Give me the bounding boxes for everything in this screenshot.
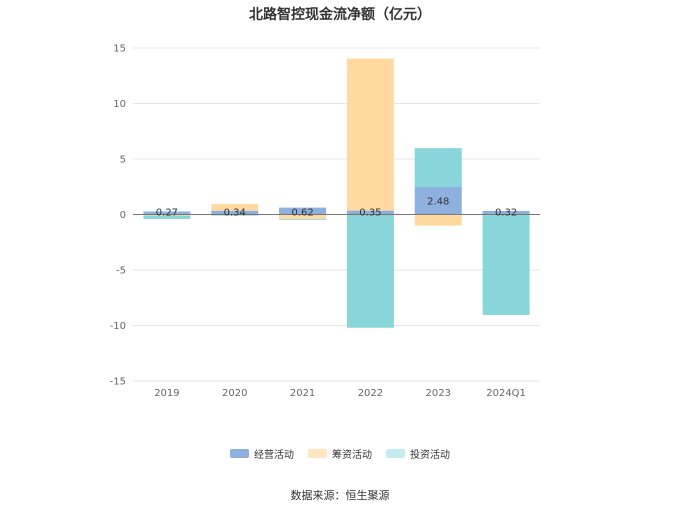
bar-investing-2024Q1[interactable]: [482, 215, 530, 315]
data-label: 2.48: [427, 197, 449, 208]
bar-operating-2020[interactable]: [211, 210, 259, 215]
bar-investing-2023[interactable]: [414, 148, 462, 187]
legend-label-financing: 筹资活动: [332, 450, 372, 461]
data-label: 0.62: [291, 208, 313, 219]
legend-label-investing: 投资活动: [410, 450, 450, 461]
x-tick-label: 2020: [222, 388, 247, 399]
data-label: 0.35: [359, 208, 381, 219]
bar-operating-2021[interactable]: [279, 207, 327, 215]
data-labels: 0.27 0.34 0.62 0.35 2.48 0.32: [156, 197, 517, 219]
data-label: 0.34: [224, 208, 246, 219]
y-tick-label: 5: [120, 155, 126, 166]
bar-investing-2021[interactable]: [279, 218, 327, 220]
bars: [143, 58, 530, 328]
bar-operating-2024Q1[interactable]: [482, 210, 530, 215]
legend-label-operating: 经营活动: [254, 450, 294, 461]
x-tick-label: 2021: [290, 388, 315, 399]
bar-operating-2023[interactable]: [414, 186, 462, 215]
y-tick-label: -5: [116, 266, 126, 277]
data-source: 数据来源：恒生聚源: [290, 489, 390, 502]
bar-financing-2019[interactable]: [143, 214, 191, 216]
y-tick-label: -15: [110, 377, 126, 388]
legend: 经营活动 筹资活动 投资活动: [0, 446, 680, 461]
chart-title: 北路智控现金流净额（亿元）: [249, 7, 431, 23]
legend-item-operating[interactable]: 经营活动: [230, 446, 294, 461]
y-tick-label: 15: [113, 44, 126, 55]
bar-financing-2021[interactable]: [279, 214, 327, 219]
x-tick-label: 2022: [358, 388, 383, 399]
bar-financing-2022[interactable]: [346, 58, 394, 211]
axes: 15 10 5 0 -5 -10 -15 2019 2020 2021 2022 2023 2024Q1: [110, 44, 540, 399]
data-label: 0.27: [156, 208, 178, 219]
x-tick-label: 2019: [154, 388, 179, 399]
bar-investing-2022[interactable]: [346, 214, 394, 328]
bar-financing-2023[interactable]: [414, 214, 462, 226]
legend-swatch-investing: [386, 449, 405, 458]
y-tick-label: 0: [120, 210, 126, 221]
legend-swatch-financing: [308, 449, 327, 458]
x-tick-label: 2024Q1: [486, 388, 526, 399]
legend-swatch-operating: [230, 449, 249, 458]
data-label: 0.32: [495, 208, 517, 219]
bar-financing-2020[interactable]: [211, 204, 259, 211]
legend-item-investing[interactable]: 投资活动: [386, 446, 450, 461]
bar-operating-2019[interactable]: [143, 211, 191, 215]
y-tick-label: 10: [113, 99, 126, 110]
x-tick-label: 2023: [426, 388, 451, 399]
bar-investing-2019[interactable]: [143, 215, 191, 219]
bar-operating-2022[interactable]: [346, 210, 394, 215]
legend-item-financing[interactable]: 筹资活动: [308, 446, 372, 461]
y-tick-label: -10: [110, 321, 126, 332]
bar-investing-2020[interactable]: [211, 214, 259, 216]
grid-lines: [133, 47, 540, 382]
